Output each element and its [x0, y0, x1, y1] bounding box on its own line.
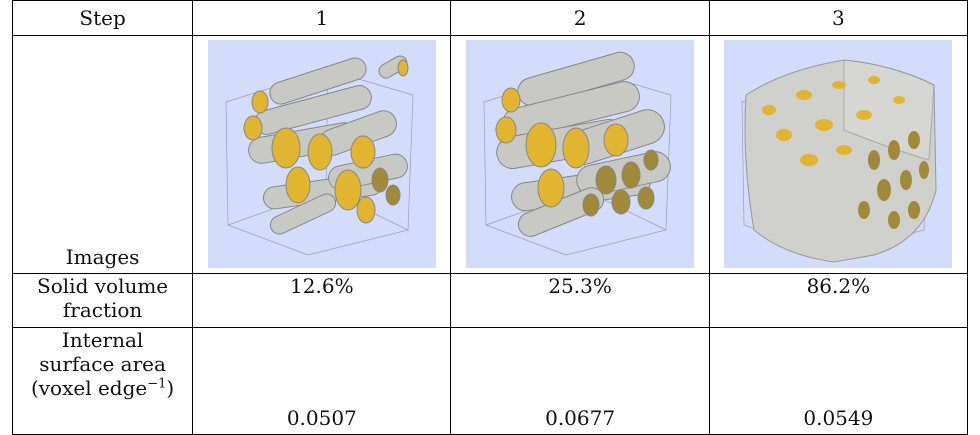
header-row: Step 1 2 3	[11, 0, 969, 36]
surface-area-value-3: 0.0549	[803, 406, 874, 430]
surface-area-label: Internal surface area (voxel edge−1)	[11, 327, 194, 435]
surface-area-value-1: 0.0507	[286, 406, 357, 430]
fiber-render-step1-icon	[207, 40, 436, 268]
images-label: Images	[65, 245, 140, 269]
surface-area-unit-close: )	[166, 376, 175, 400]
image-cell-3	[708, 35, 969, 274]
results-table: Step 1 2 3 Images	[11, 0, 969, 435]
surface-area-value-cell-3: 0.0549	[708, 327, 969, 435]
image-cell-2	[450, 35, 710, 274]
image-cell-1	[192, 35, 452, 274]
solid-volume-label: Solid volume fraction	[11, 273, 194, 328]
solid-volume-label-line2: fraction	[62, 298, 143, 322]
images-row: Images	[11, 35, 969, 274]
solid-volume-value-1: 12.6%	[192, 273, 452, 328]
surface-area-row: Internal surface area (voxel edge−1) 0.0…	[11, 327, 969, 435]
step-1: 1	[192, 0, 452, 36]
surface-area-label-line2: surface area	[39, 352, 166, 376]
solid-volume-value-3: 86.2%	[708, 273, 969, 328]
solid-volume-label-line1: Solid volume	[37, 274, 169, 298]
step-2: 2	[450, 0, 710, 36]
solid-volume-value-2: 25.3%	[450, 273, 710, 328]
surface-area-label-line1: Internal	[61, 328, 144, 352]
surface-area-value-cell-1: 0.0507	[192, 327, 452, 435]
step-3: 3	[708, 0, 969, 36]
surface-area-unit-exponent: −1	[147, 376, 167, 392]
surface-area-value-cell-2: 0.0677	[450, 327, 710, 435]
surface-area-value-2: 0.0677	[545, 406, 616, 430]
fiber-render-step3-icon	[724, 40, 953, 268]
fiber-render-step2-icon	[466, 40, 695, 268]
surface-area-unit-text: (voxel edge	[30, 376, 148, 400]
images-label-cell: Images	[11, 35, 194, 274]
step-label: Step	[11, 0, 194, 36]
solid-volume-row: Solid volume fraction 12.6% 25.3% 86.2%	[11, 273, 969, 328]
surface-area-label-line3: (voxel edge−1)	[13, 376, 192, 400]
